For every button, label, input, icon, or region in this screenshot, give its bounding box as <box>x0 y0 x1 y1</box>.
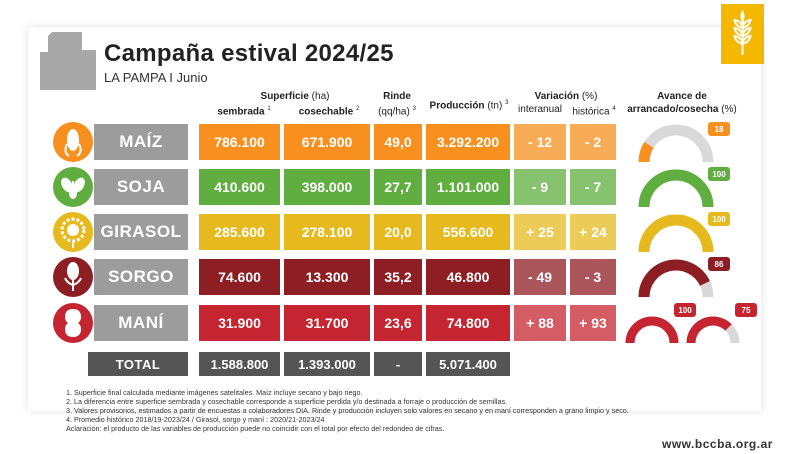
header-interanual: interanual <box>518 104 562 115</box>
page-title: Campaña estival 2024/25 <box>104 40 394 67</box>
progress-gauge <box>638 259 714 298</box>
cell-produccion: 46.800 <box>426 259 510 295</box>
sorghum-icon <box>53 257 93 297</box>
cell-interanual: - 12 <box>514 124 566 160</box>
gauge-fill <box>638 259 710 298</box>
cell-cosechable: 31.700 <box>284 305 370 341</box>
progress-gauge <box>638 214 714 253</box>
footnotes: 1. Superficie final calculada mediante i… <box>66 388 766 433</box>
total-sembrada: 1.588.800 <box>199 352 280 376</box>
cell-sembrada: 285.600 <box>199 214 280 250</box>
cell-cosechable: 13.300 <box>284 259 370 295</box>
cell-sembrada: 410.600 <box>199 169 280 205</box>
header-sembrada: sembrada 1 <box>217 106 271 118</box>
header-historica: histórica 4 <box>572 106 616 118</box>
cell-sembrada: 31.900 <box>199 305 280 341</box>
crop-name: SORGO <box>94 259 188 295</box>
header-variacion: Variación (%) <box>534 91 598 102</box>
progress-gauge <box>625 316 679 344</box>
soy-icon <box>53 167 93 207</box>
gauge-value-badge: 100 <box>708 212 730 226</box>
cell-rinde: 35,2 <box>374 259 422 295</box>
crop-name: MAÍZ <box>94 124 188 160</box>
corn-icon <box>53 122 93 162</box>
total-rinde: - <box>374 352 422 376</box>
header-avance: Avance de arrancado/cosecha (%) <box>627 91 737 115</box>
peanut-icon <box>53 303 93 343</box>
cell-interanual: - 9 <box>514 169 566 205</box>
total-produccion: 5.071.400 <box>426 352 510 376</box>
cell-sembrada: 74.600 <box>199 259 280 295</box>
cell-produccion: 74.800 <box>426 305 510 341</box>
gauge-track <box>638 124 714 163</box>
progress-gauge <box>686 316 740 344</box>
cell-produccion: 1.101.000 <box>426 169 510 205</box>
cell-historica: - 3 <box>570 259 616 295</box>
gauge-value-badge: 75 <box>735 303 757 317</box>
cell-cosechable: 278.100 <box>284 214 370 250</box>
gauge-value-badge: 86 <box>708 257 730 271</box>
cell-rinde: 20,0 <box>374 214 422 250</box>
cell-produccion: 3.292.200 <box>426 124 510 160</box>
gauge-value-badge: 18 <box>708 122 730 136</box>
gauge-fill <box>686 316 732 344</box>
gauge-fill <box>638 169 714 208</box>
header-produccion: Producción (tn) 3 <box>429 100 509 112</box>
cell-interanual: + 25 <box>514 214 566 250</box>
footnote: Aclaración: el producto de las variables… <box>66 424 445 433</box>
cell-interanual: - 49 <box>514 259 566 295</box>
cell-interanual: + 88 <box>514 305 566 341</box>
gauge-fill <box>625 316 679 344</box>
header-cosechable: cosechable 2 <box>298 106 360 118</box>
header-superficie: Superficie (ha) <box>260 91 330 102</box>
page-subtitle: LA PAMPA I Junio <box>104 70 208 85</box>
cell-rinde: 27,7 <box>374 169 422 205</box>
gauge-fill <box>638 214 714 253</box>
footnote: 4. Promedio histórico 2018/19-2023/24 / … <box>66 415 325 424</box>
footnote: 3. Valores provisorios, estimados a part… <box>66 406 629 415</box>
website-link[interactable]: www.bccba.org.ar <box>662 437 773 451</box>
wheat-icon <box>733 9 752 55</box>
footnote: 1. Superficie final calculada mediante i… <box>66 388 363 397</box>
crop-name: MANÍ <box>94 305 188 341</box>
sunflower-icon <box>53 212 93 252</box>
gauge-value-badge: 100 <box>674 303 696 317</box>
gauge-value-badge: 100 <box>708 167 730 181</box>
progress-gauge <box>638 124 714 163</box>
cell-cosechable: 671.900 <box>284 124 370 160</box>
bccba-logo <box>721 4 764 64</box>
crop-name: SOJA <box>94 169 188 205</box>
progress-gauge <box>638 169 714 208</box>
cell-produccion: 556.600 <box>426 214 510 250</box>
gauge-fill <box>638 141 654 163</box>
crop-name: GIRASOL <box>94 214 188 250</box>
cell-rinde: 23,6 <box>374 305 422 341</box>
cell-historica: - 2 <box>570 124 616 160</box>
cell-historica: - 7 <box>570 169 616 205</box>
la-pampa-map-icon <box>40 32 96 90</box>
cell-historica: + 24 <box>570 214 616 250</box>
cell-sembrada: 786.100 <box>199 124 280 160</box>
footnote: 2. La diferencia entre superficie sembra… <box>66 397 508 406</box>
cell-cosechable: 398.000 <box>284 169 370 205</box>
total-label: TOTAL <box>88 352 188 376</box>
cell-rinde: 49,0 <box>374 124 422 160</box>
cell-historica: + 93 <box>570 305 616 341</box>
header-rinde: Rinde (qq/ha) 3 <box>378 91 416 118</box>
total-cosechable: 1.393.000 <box>284 352 370 376</box>
